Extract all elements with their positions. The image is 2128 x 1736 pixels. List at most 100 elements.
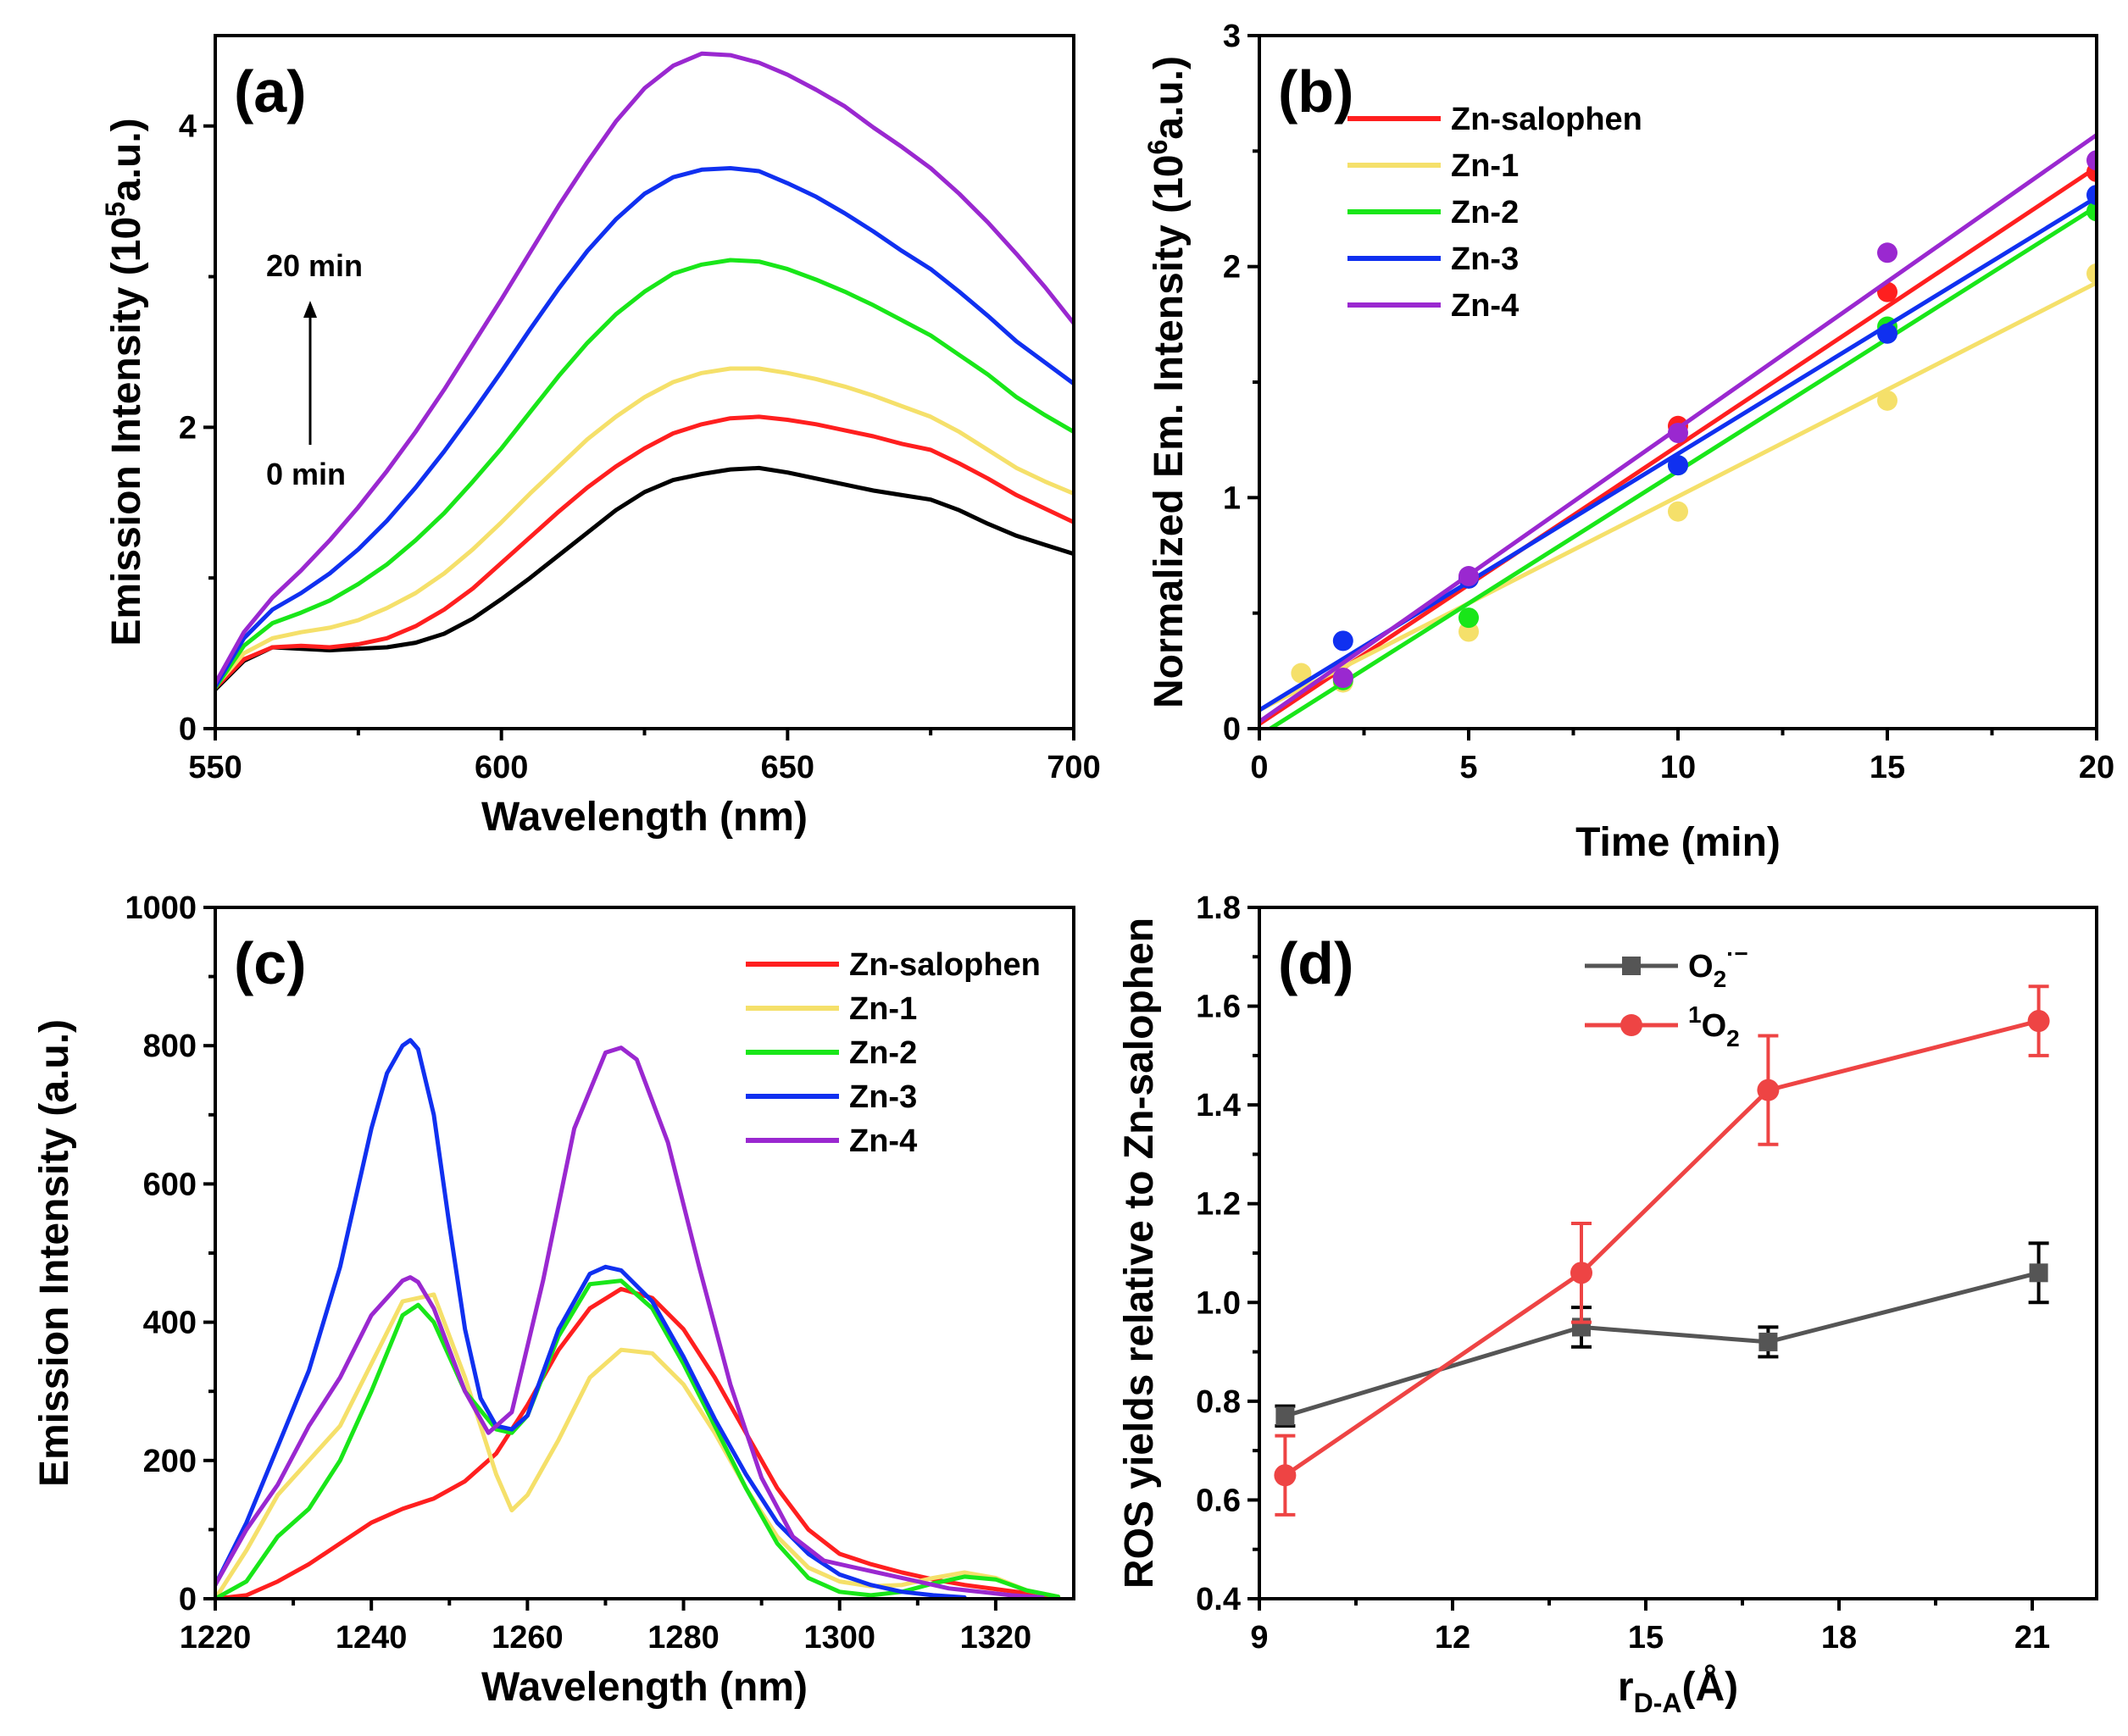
x-tick-label: 12 bbox=[1435, 1620, 1470, 1656]
data-point-square bbox=[1759, 1332, 1778, 1351]
y-tick-label: 1.8 bbox=[1196, 890, 1241, 926]
series-line-1 bbox=[1283, 1018, 2040, 1478]
panel-label: (d) bbox=[1278, 930, 1353, 996]
y-axis-title: Emission Intensity (a.u.) bbox=[32, 1019, 77, 1487]
x-tick-label: 0 bbox=[1250, 750, 1268, 785]
x-tick-label: 5 bbox=[1459, 750, 1477, 785]
legend-main: O bbox=[1702, 1008, 1727, 1044]
data-point-zn-2 bbox=[1458, 607, 1479, 629]
y-tick-label: 1 bbox=[1223, 480, 1241, 516]
series-line-zn-1 bbox=[215, 1292, 1061, 1599]
panel-b: 0 5 10 15 20 0 1 2 3 Time (min) Normalized Em. Int… bbox=[1142, 19, 2114, 865]
y-axis-title: ROS yields relative to Zn-salophen bbox=[1117, 918, 1162, 1589]
data-point-circle bbox=[1274, 1464, 1297, 1487]
data-point-zn-1 bbox=[1668, 501, 1688, 522]
plot-frame bbox=[1258, 34, 2098, 730]
y-tick-label: 3 bbox=[1223, 19, 1241, 54]
y-tick-label: 0.4 bbox=[1196, 1582, 1241, 1617]
time-arrow-head bbox=[303, 301, 317, 318]
y-axis-title: Normalized Em. Intensity (106a.u.) bbox=[1142, 56, 1192, 708]
data-point-circle bbox=[1757, 1079, 1780, 1101]
x-tick-label: 1240 bbox=[336, 1620, 408, 1656]
data-point-zn-1 bbox=[1291, 663, 1312, 684]
fit-line-zn-salophen bbox=[1259, 165, 2097, 726]
y-tick-label: 1.4 bbox=[1196, 1088, 1241, 1123]
y-tick-label: 1.0 bbox=[1196, 1285, 1241, 1321]
y-tick-label: 2 bbox=[179, 410, 197, 446]
y-tick-label: 0 bbox=[179, 712, 197, 747]
data-point-zn-4 bbox=[1332, 668, 1353, 689]
data-point-zn-3 bbox=[2086, 185, 2097, 206]
x-tick-label: 1320 bbox=[960, 1620, 1032, 1656]
series-line-25-min bbox=[215, 51, 1074, 686]
data-point-square bbox=[1275, 1406, 1295, 1426]
series-line-zn-salophen bbox=[215, 1286, 1061, 1599]
x-tick-label: 1300 bbox=[803, 1620, 875, 1656]
legend-sup2: ·− bbox=[1726, 940, 1748, 967]
x-tick-label: 600 bbox=[475, 750, 528, 785]
legend-sup: 1 bbox=[1688, 1001, 1702, 1028]
series-line-0-min bbox=[215, 465, 1074, 692]
data-point-zn-3 bbox=[1668, 455, 1688, 476]
panel-label: (c) bbox=[234, 930, 307, 996]
legend-label: 1O2 bbox=[1688, 1001, 1740, 1051]
legend-label: Zn-3 bbox=[1451, 241, 1519, 277]
legend-label: Zn-3 bbox=[849, 1079, 917, 1115]
series-line-15-min bbox=[215, 258, 1074, 691]
data-point-zn-4 bbox=[1877, 242, 1897, 263]
legend-marker bbox=[1622, 957, 1641, 975]
plot-data bbox=[1274, 984, 2050, 1517]
y-tick-label: 400 bbox=[143, 1306, 197, 1341]
legend-label: O2·− bbox=[1688, 940, 1748, 992]
annotation-20-min: 20 min bbox=[266, 248, 363, 283]
x-axis-title: Wavelength (nm) bbox=[481, 1665, 808, 1710]
legend-marker bbox=[1620, 1014, 1642, 1036]
plot-data bbox=[1259, 133, 2097, 729]
y-axis-title-tail: a.u.) bbox=[104, 118, 149, 202]
x-axis-title-main: r bbox=[1618, 1665, 1634, 1710]
y-axis-title-tail: a.u.) bbox=[1147, 56, 1192, 140]
data-point-zn-2 bbox=[2086, 201, 2097, 222]
panel-label: (a) bbox=[234, 58, 307, 125]
legend-label: Zn-4 bbox=[1451, 288, 1519, 324]
x-axis-title: Time (min) bbox=[1575, 820, 1781, 865]
legend-sub: 2 bbox=[1726, 1025, 1740, 1051]
y-tick-label: 600 bbox=[143, 1167, 197, 1202]
legend-label: Zn-salophen bbox=[849, 947, 1041, 983]
data-point-zn-4 bbox=[1458, 566, 1479, 587]
legend-main: O bbox=[1688, 949, 1714, 984]
legend-label: Zn-salophen bbox=[1451, 102, 1642, 137]
y-tick-label: 1000 bbox=[125, 890, 197, 926]
x-tick-label: 15 bbox=[1870, 750, 1905, 785]
data-point-zn-4 bbox=[2086, 150, 2097, 171]
data-point-zn-4 bbox=[1668, 422, 1688, 443]
x-axis-title-tail: (Å) bbox=[1681, 1664, 1738, 1710]
series-line-10-min bbox=[215, 366, 1074, 689]
y-axis-title-sup: 6 bbox=[1142, 140, 1173, 155]
y-tick-label: 0.8 bbox=[1196, 1384, 1241, 1420]
data-point-circle bbox=[2027, 1010, 2050, 1033]
y-tick-label: 1.6 bbox=[1196, 990, 1241, 1025]
y-tick-label: 800 bbox=[143, 1029, 197, 1064]
y-tick-label: 2 bbox=[1223, 250, 1241, 286]
fit-line-zn-1 bbox=[1259, 280, 2097, 713]
y-tick-label: 4 bbox=[179, 109, 197, 145]
panel-d: 9 12 15 18 21 0.4 0.6 0.8 1.0 1.2 1.4 1.6 1.8 rD-A(Å)… bbox=[1117, 890, 2098, 1718]
x-tick-label: 15 bbox=[1628, 1620, 1664, 1656]
panel-a: 550 600 650 700 0 2 4 Wavelength (nm) Emission I… bbox=[100, 34, 1101, 840]
x-tick-label: 550 bbox=[188, 750, 242, 785]
panel-c: 1220 1240 1260 1280 1300 1320 0 200 400 600 800 100… bbox=[32, 890, 1075, 1710]
x-tick-label: 650 bbox=[761, 750, 814, 785]
data-point-zn-1 bbox=[2086, 263, 2097, 284]
data-point-zn-1 bbox=[1877, 390, 1897, 411]
y-tick-label: 0.6 bbox=[1196, 1483, 1241, 1518]
y-axis-title: Emission Intensity (105a.u.) bbox=[100, 118, 149, 646]
y-axis-title-sup: 5 bbox=[100, 202, 131, 217]
legend-label: Zn-1 bbox=[1451, 148, 1519, 184]
y-axis-title-main: Normalized Em. Intensity (10 bbox=[1147, 154, 1192, 708]
y-tick-label: 200 bbox=[143, 1444, 197, 1479]
legend-label: Zn-1 bbox=[849, 991, 917, 1027]
x-tick-label: 18 bbox=[1821, 1620, 1857, 1656]
y-axis-title-main: Emission Intensity (10 bbox=[104, 217, 149, 646]
